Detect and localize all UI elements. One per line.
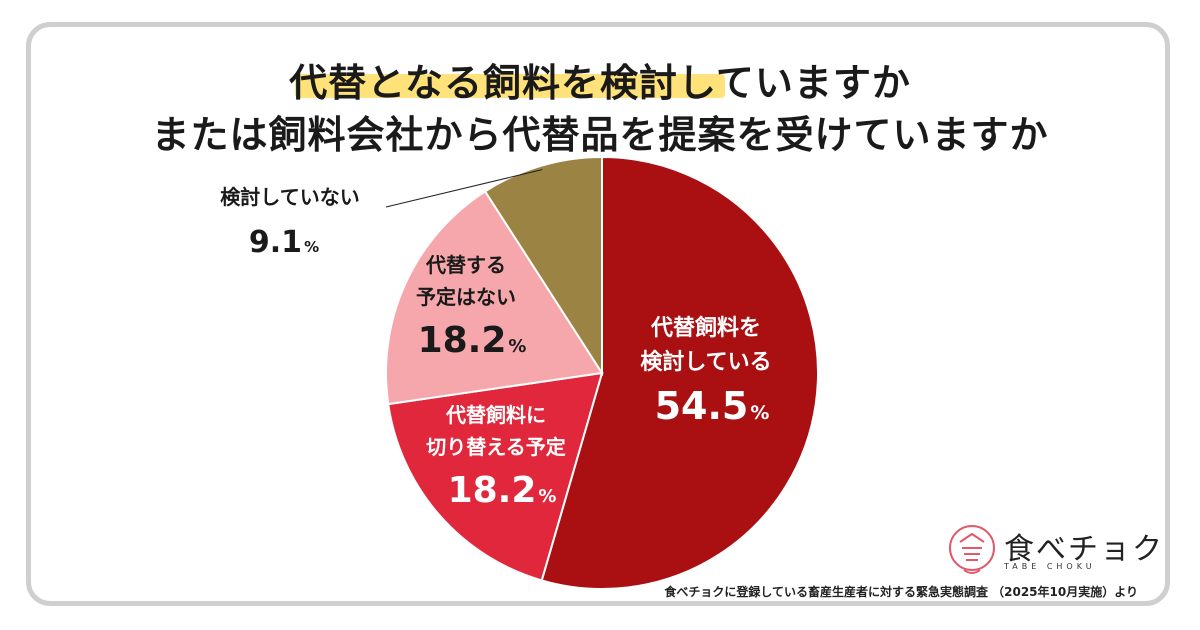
slice-value-0: 54.5% (655, 384, 770, 428)
slice-label-1-line-0: 代替飼料に (445, 403, 546, 427)
title-highlight (295, 74, 725, 98)
chart-title-line-2: または飼料会社から代替品を提案を受けていますか (151, 113, 1049, 157)
slice-label-2-line-1: 予定はない (416, 285, 516, 309)
source-credit: 食べチョクに登録している畜産生産者に対する緊急実態調査 （2025年10月実施）… (664, 585, 1138, 599)
slice-value-2: 18.2% (418, 320, 527, 361)
pie-slice-1 (387, 371, 604, 582)
chart-title-line-1: 代替となる飼料を検討していますか (289, 61, 911, 105)
slice-value-3: 9.1% (249, 225, 319, 260)
slice-label-3-line-0: 検討していない (220, 185, 359, 209)
pie-slice-2 (385, 189, 604, 406)
logo-text: 食べチョク (1004, 532, 1164, 567)
logo-mark-icon (949, 525, 995, 574)
slice-label-0-line-1: 検討している (640, 349, 771, 375)
slice-value-1: 18.2% (448, 470, 557, 511)
pie-slice-0 (540, 155, 820, 590)
logo-subtext: TABE CHOKU (1004, 562, 1096, 571)
pie-slice-3 (483, 155, 603, 377)
slice-label-2-line-0: 代替する (425, 253, 506, 277)
slice-label-0-line-0: 代替飼料を (650, 315, 761, 341)
slice-label-1-line-1: 切り替える予定 (426, 435, 565, 459)
leader-line-3 (385, 169, 543, 208)
